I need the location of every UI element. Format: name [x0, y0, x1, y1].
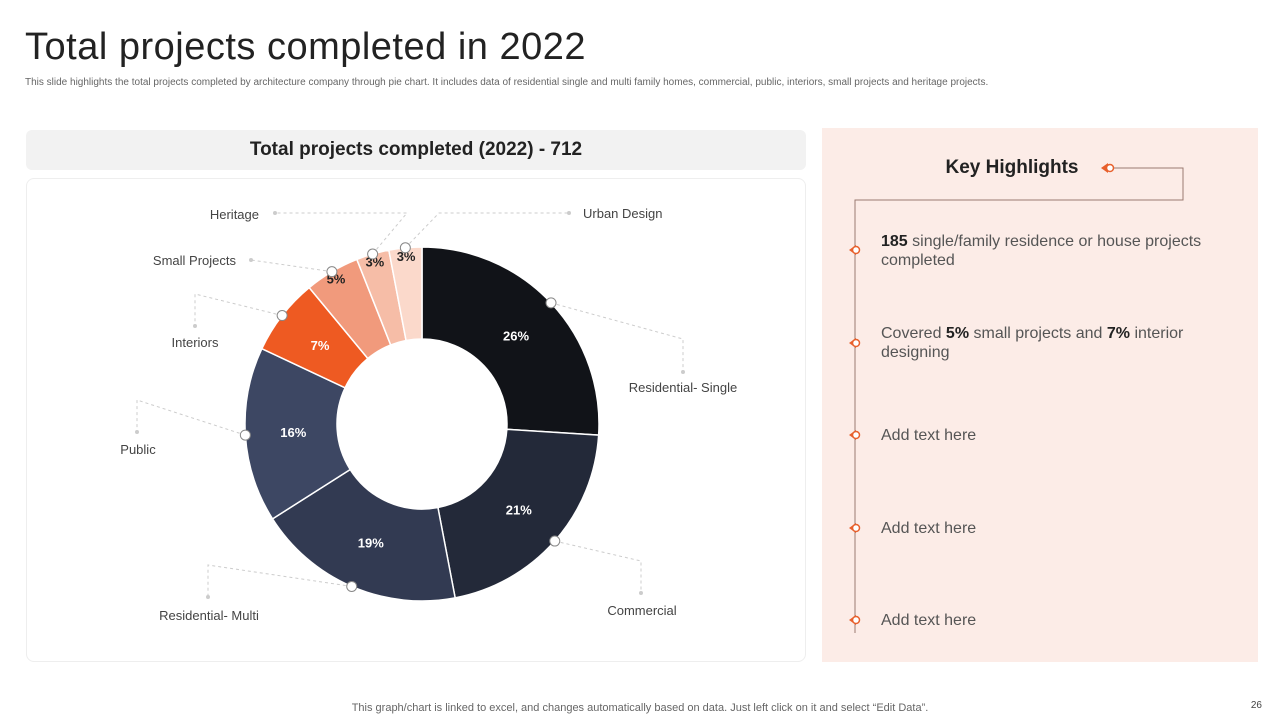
- chart-header: Total projects completed (2022) - 712: [26, 130, 806, 170]
- bullet-marker-icon-5: [851, 615, 861, 625]
- callout-end-heritage: [273, 211, 277, 215]
- highlight-2-mid: small projects and: [969, 325, 1107, 342]
- callout-end-residential-multi: [206, 595, 210, 599]
- data-label-commercial: 21%: [506, 502, 532, 517]
- category-label-commercial: Commercial: [607, 603, 676, 618]
- callout-dot-residential-single: [545, 297, 557, 309]
- callout-end-public: [135, 430, 139, 434]
- highlight-2-post: interior designing: [881, 325, 1184, 361]
- highlights-timeline: [849, 163, 1184, 633]
- slice-urban-design[interactable]: [387, 246, 423, 342]
- category-label-public: Public: [120, 442, 156, 457]
- bullet-marker-icon-2: [851, 338, 861, 348]
- callout-line-heritage: [275, 212, 409, 255]
- slice-residential-multi[interactable]: [271, 468, 457, 602]
- callout-line-small-projects: [250, 259, 332, 273]
- callout-end-residential-single: [681, 370, 685, 374]
- data-label-interiors: 7%: [311, 338, 330, 353]
- bullet-marker-icon-1: [851, 245, 861, 255]
- callout-dot-urban-design: [399, 242, 411, 254]
- highlight-2-bold-small: 5%: [945, 325, 970, 342]
- page-subtitle: This slide highlights the total projects…: [25, 77, 989, 88]
- slice-residential-single[interactable]: [421, 246, 600, 436]
- callout-line-commercial: [554, 540, 642, 593]
- category-label-small-projects: Small Projects: [153, 253, 237, 268]
- footer-note: This graph/chart is linked to excel, and…: [351, 702, 929, 714]
- bullet-marker-icon-3: [851, 430, 861, 440]
- callout-dot-residential-multi: [346, 580, 358, 592]
- key-highlights-panel: Key Highlights 185 single/family residen…: [822, 128, 1258, 662]
- callout-end-small-projects: [249, 258, 253, 262]
- category-label-residential-single: Residential- Single: [629, 380, 737, 395]
- highlight-1-text: single/family residence or house project…: [881, 233, 1202, 269]
- highlight-1-bold: 185: [881, 233, 908, 250]
- callout-line-public: [136, 399, 246, 436]
- callout-line-residential-single: [550, 302, 684, 372]
- highlight-2-pre: Covered: [881, 325, 946, 342]
- page-number: 26: [1250, 700, 1262, 711]
- bullet-marker-icon-4: [851, 523, 861, 533]
- data-label-urban-design: 3%: [397, 249, 416, 264]
- data-label-residential-single: 26%: [503, 329, 529, 344]
- callout-line-residential-multi: [207, 564, 352, 597]
- title-marker-icon: [1105, 163, 1115, 173]
- category-label-residential-multi: Residential- Multi: [159, 608, 259, 623]
- callout-dot-interiors: [276, 310, 288, 322]
- donut-chart[interactable]: 26% Residential- Single 21% Commercial 19% Re…: [27, 179, 807, 663]
- category-label-heritage: Heritage: [210, 207, 259, 222]
- callout-end-interiors: [193, 324, 197, 328]
- callout-dot-small-projects: [326, 266, 338, 278]
- highlight-item-1: 185 single/family residence or house pro…: [881, 232, 1221, 270]
- chart-container[interactable]: 26% Residential- Single 21% Commercial 19% Re…: [26, 178, 806, 662]
- callout-dot-heritage: [367, 248, 379, 260]
- callout-dot-commercial: [549, 535, 561, 547]
- title-arrow-icon: [1101, 163, 1108, 173]
- callout-dot-public: [239, 429, 251, 441]
- data-label-residential-multi: 19%: [358, 535, 384, 550]
- highlight-item-5[interactable]: Add text here: [881, 612, 977, 629]
- highlight-item-3[interactable]: Add text here: [881, 427, 977, 444]
- callout-end-urban-design: [567, 211, 571, 215]
- callout-end-commercial: [639, 591, 643, 595]
- highlight-item-4[interactable]: Add text here: [881, 520, 977, 537]
- highlight-2-bold-interior: 7%: [1106, 325, 1131, 342]
- page-title: Total projects completed in 2022: [25, 26, 586, 68]
- slice-commercial[interactable]: [437, 428, 600, 599]
- slice-public[interactable]: [244, 347, 352, 520]
- data-label-public: 16%: [280, 425, 306, 440]
- highlight-item-2: Covered 5% small projects and 7% interio…: [881, 324, 1221, 362]
- callout-line-interiors: [194, 293, 283, 326]
- category-label-interiors: Interiors: [172, 335, 219, 350]
- callout-line-urban-design: [404, 212, 569, 249]
- highlights-title: Key Highlights: [945, 157, 1079, 178]
- category-label-urban-design: Urban Design: [583, 206, 663, 221]
